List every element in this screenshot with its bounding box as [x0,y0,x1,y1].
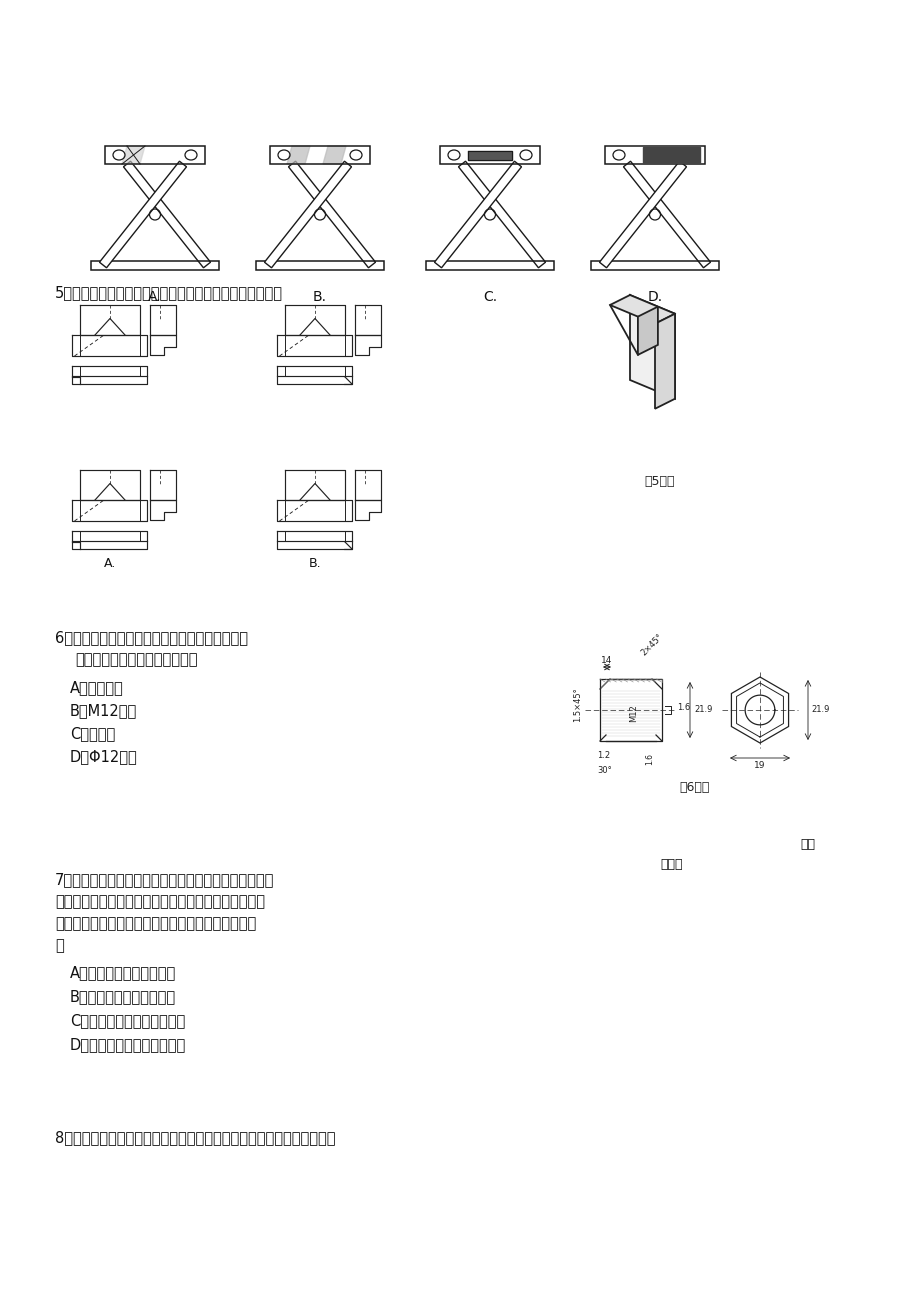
Text: 活塞杆: 活塞杆 [659,858,682,871]
Text: 1.2: 1.2 [596,751,610,760]
Text: 第6题图: 第6题图 [679,781,709,794]
Text: B.: B. [309,557,321,570]
Text: 8．如图所示是某企业矿泉水生产工艺流程，关于该流程说法中正确的是: 8．如图所示是某企业矿泉水生产工艺流程，关于该流程说法中正确的是 [55,1130,335,1144]
Text: 1.6: 1.6 [644,753,653,766]
Text: 19: 19 [754,760,765,769]
Polygon shape [99,161,187,268]
Text: A.: A. [104,557,116,570]
Polygon shape [637,307,657,355]
Polygon shape [642,147,699,163]
Bar [255,260,383,270]
Text: 第5题图: 第5题图 [644,475,675,488]
Text: D．手柄受弯曲、活塞杆受拉: D．手柄受弯曲、活塞杆受拉 [70,1036,186,1052]
Polygon shape [731,677,788,743]
Text: 21.9: 21.9 [811,706,828,715]
Bar [105,146,205,164]
Text: A.: A. [148,290,162,303]
Polygon shape [323,146,346,164]
Text: 14: 14 [601,656,612,665]
Polygon shape [654,314,675,409]
Text: A．金工铁锤: A．金工铁锤 [70,680,124,695]
Bar [590,260,719,270]
Text: A．手柄受压、活塞杆受拉: A．手柄受压、活塞杆受拉 [70,965,176,980]
Text: D.: D. [647,290,662,303]
Text: 6．用长圆柱体钢材，手工加工成如右图所示工件: 6．用长圆柱体钢材，手工加工成如右图所示工件 [55,630,248,644]
Polygon shape [434,161,521,268]
Text: 向下压榨果汁的过程中上面手柄和活塞杆的受力形式: 向下压榨果汁的过程中上面手柄和活塞杆的受力形式 [55,917,256,931]
Bar [605,146,704,164]
Text: C.: C. [482,290,496,303]
Text: C．手柄受弯曲、活塞杆受压: C．手柄受弯曲、活塞杆受压 [70,1013,185,1029]
Text: 5．如图所示为一图形的轴测图，下列其三视图中正确的是: 5．如图所示为一图形的轴测图，下列其三视图中正确的是 [55,285,283,299]
Bar [425,260,553,270]
Polygon shape [630,296,675,398]
Text: B．手柄受拉、活塞杆受压: B．手柄受拉、活塞杆受压 [70,990,176,1004]
Text: M12: M12 [629,704,638,721]
Text: 2×45°: 2×45° [639,631,664,658]
Text: B.: B. [312,290,326,303]
Text: 1.6: 1.6 [676,703,689,711]
Polygon shape [289,161,375,268]
Polygon shape [264,161,351,268]
Text: 1.5×45°: 1.5×45° [573,687,582,723]
Text: 是: 是 [55,937,63,953]
Polygon shape [468,151,512,160]
Text: C．台虎钳: C．台虎钳 [70,727,115,741]
Bar [439,146,539,164]
Polygon shape [123,161,210,268]
Text: 21.9: 21.9 [693,706,711,715]
Text: D．Φ12钻头: D．Φ12钻头 [70,749,138,764]
Polygon shape [623,161,709,268]
Bar [269,146,369,164]
Text: 7．如图所示是一款手动榨汁机，使用时上下扳动手柄，: 7．如图所示是一款手动榨汁机，使用时上下扳动手柄， [55,872,274,887]
Text: 手柄连接的活塞杆带动活塞上下运动进行榨汁．在手柄: 手柄连接的活塞杆带动活塞上下运动进行榨汁．在手柄 [55,894,265,909]
Text: B．M12丝锥: B．M12丝锥 [70,703,137,717]
Polygon shape [609,296,675,324]
Polygon shape [287,146,310,164]
Text: 手柄: 手柄 [800,838,814,852]
Text: （六角螺母），用不到的工具是: （六角螺母），用不到的工具是 [75,652,198,667]
Text: 30°: 30° [597,766,612,775]
Bar [91,260,219,270]
Polygon shape [122,146,145,164]
Polygon shape [458,161,545,268]
Polygon shape [599,161,686,268]
